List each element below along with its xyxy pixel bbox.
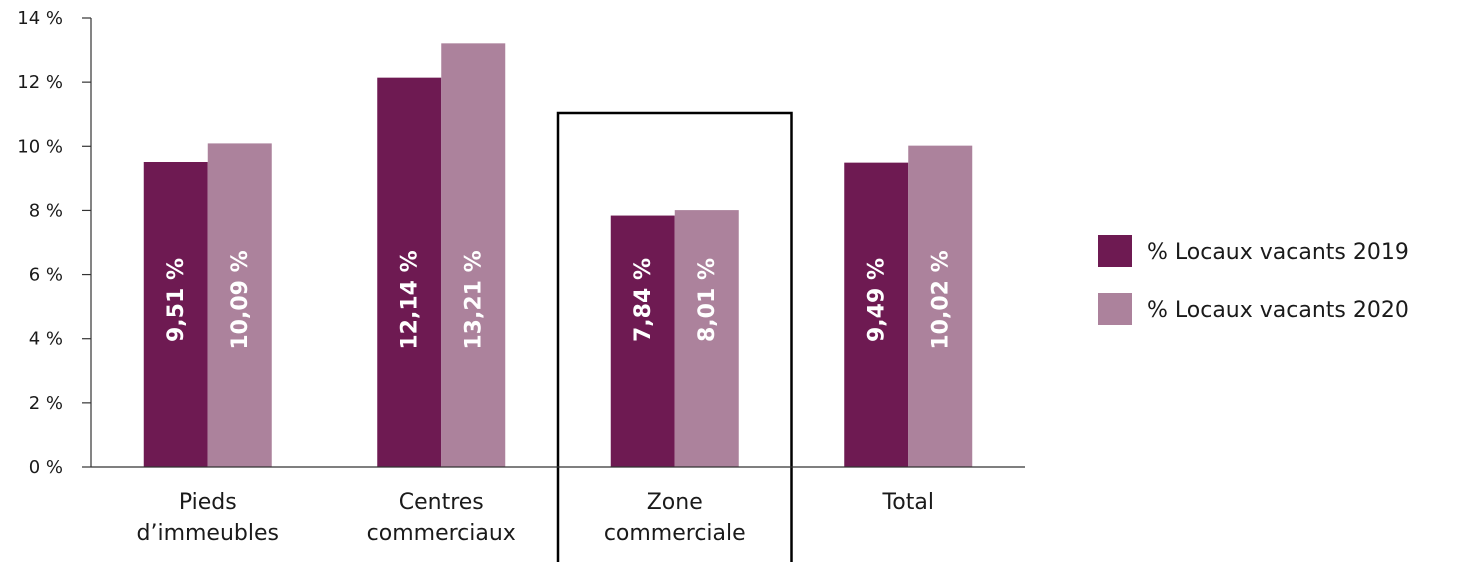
labels-group: 9,51 % 10,09 % Pieds d’immeubles 12,14 % 13,2…	[137, 250, 954, 546]
data-label: 7,84 %	[631, 258, 656, 342]
bar	[610, 215, 675, 467]
y-tick-label: 10 %	[17, 136, 63, 157]
y-tick-label: 0 %	[29, 457, 63, 478]
data-label: 8,01 %	[695, 258, 720, 342]
y-tick-label: 14 %	[17, 8, 63, 29]
highlight-frame	[556, 111, 793, 562]
bar	[207, 143, 272, 467]
data-label: 10,02 %	[928, 250, 953, 349]
data-label: 9,49 %	[864, 258, 889, 342]
data-label: 10,09 %	[228, 250, 253, 349]
bar	[377, 77, 442, 467]
bar	[674, 210, 739, 468]
y-tick-label: 8 %	[29, 200, 63, 221]
data-label: 13,21 %	[461, 250, 486, 349]
legend-swatch	[1098, 235, 1132, 267]
legend-swatch	[1098, 293, 1132, 325]
axes-group: 0 % 2 % 4 % 6 % 8 % 10 % 12 % 14 %	[17, 8, 1025, 562]
bar	[143, 162, 208, 467]
y-tick-label: 12 %	[17, 72, 63, 93]
y-tick-label: 2 %	[29, 393, 63, 414]
y-tick-label: 4 %	[29, 329, 63, 350]
category-label: commerciale	[604, 521, 746, 546]
data-label: 12,14 %	[397, 250, 422, 349]
legend-label: % Locaux vacants 2020	[1147, 298, 1409, 323]
category-label: commerciaux	[367, 521, 516, 546]
category-label: d’immeubles	[137, 521, 279, 546]
y-tick-label: 6 %	[29, 265, 63, 286]
bars-group	[143, 43, 973, 468]
bar	[908, 145, 973, 467]
legend: % Locaux vacants 2019 % Locaux vacants 20…	[1098, 235, 1409, 325]
bar	[441, 43, 506, 468]
legend-label: % Locaux vacants 2019	[1147, 240, 1409, 265]
data-label: 9,51 %	[164, 258, 189, 342]
category-label: Pieds	[179, 490, 237, 515]
category-label: Total	[882, 490, 934, 515]
category-label: Zone	[647, 490, 703, 515]
bar	[844, 162, 909, 467]
category-label: Centres	[399, 490, 484, 515]
